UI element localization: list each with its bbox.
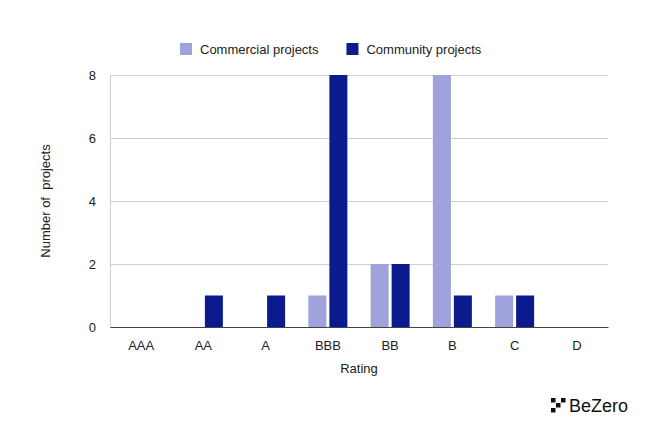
grid-line [110, 201, 608, 202]
logo-mark [556, 403, 561, 408]
bar [329, 75, 347, 327]
grid-line [110, 75, 608, 76]
legend-swatch [346, 43, 358, 55]
x-tick: D [572, 327, 581, 353]
y-tick-label: 8 [89, 68, 96, 83]
y-tick: 4 [89, 194, 608, 209]
x-tick-label: AAA [128, 338, 154, 353]
chart: 02468AAAAAABBBBBBCDRatingNumber of proje… [0, 0, 664, 443]
y-axis-title: Number of projects [38, 144, 53, 258]
x-tick: AAA [128, 327, 154, 353]
x-tick-label: BBB [315, 338, 341, 353]
y-tick: 2 [89, 257, 608, 272]
x-axis: AAAAAABBBBBBCD [111, 327, 609, 353]
x-tick-label: C [510, 338, 519, 353]
x-tick: BBB [315, 327, 341, 353]
x-tick-label: D [572, 338, 581, 353]
legend-swatch [180, 43, 192, 55]
legend-item: Community projects [346, 42, 481, 57]
y-tick-label: 6 [89, 131, 96, 146]
x-axis-title: Rating [340, 361, 378, 376]
legend-label: Commercial projects [200, 42, 319, 57]
logo-mark [551, 398, 556, 403]
legend-label: Community projects [366, 42, 481, 57]
legend-item: Commercial projects [180, 42, 319, 57]
plot: 02468AAAAAABBBBBBCD [89, 68, 609, 354]
logo-mark [561, 398, 566, 403]
x-tick-label: BB [381, 338, 398, 353]
annotation: BeZero [569, 396, 628, 416]
bar [371, 264, 389, 327]
bar [495, 296, 513, 328]
logo: BeZero [551, 396, 628, 416]
x-tick: A [261, 327, 270, 353]
y-tick-label: 4 [89, 194, 96, 209]
logo-mark [551, 408, 556, 413]
bar [308, 296, 326, 328]
y-tick-label: 0 [89, 320, 96, 335]
y-tick: 6 [89, 131, 608, 146]
bar [392, 264, 410, 327]
x-tick: AA [195, 327, 213, 353]
x-tick: C [510, 327, 519, 353]
x-axis-line [111, 327, 609, 328]
series [205, 75, 534, 327]
y-tick: 8 [89, 68, 608, 83]
bar [454, 296, 472, 328]
x-tick-label: A [261, 338, 270, 353]
x-tick: BB [381, 327, 398, 353]
grid-line [110, 138, 608, 139]
bar [516, 296, 534, 328]
bar [433, 75, 451, 327]
y-tick-label: 2 [89, 257, 96, 272]
bars [205, 75, 534, 327]
x-tick: B [448, 327, 457, 353]
grid-line [110, 327, 608, 328]
x-tick-label: B [448, 338, 457, 353]
x-tick-label: AA [195, 338, 213, 353]
series [308, 75, 513, 327]
legend: Commercial projects Community projects [180, 42, 482, 57]
y-axis: 0 2 4 6 8 [89, 68, 608, 335]
grid-line [110, 264, 608, 265]
bar [205, 296, 223, 328]
bar [267, 296, 285, 328]
